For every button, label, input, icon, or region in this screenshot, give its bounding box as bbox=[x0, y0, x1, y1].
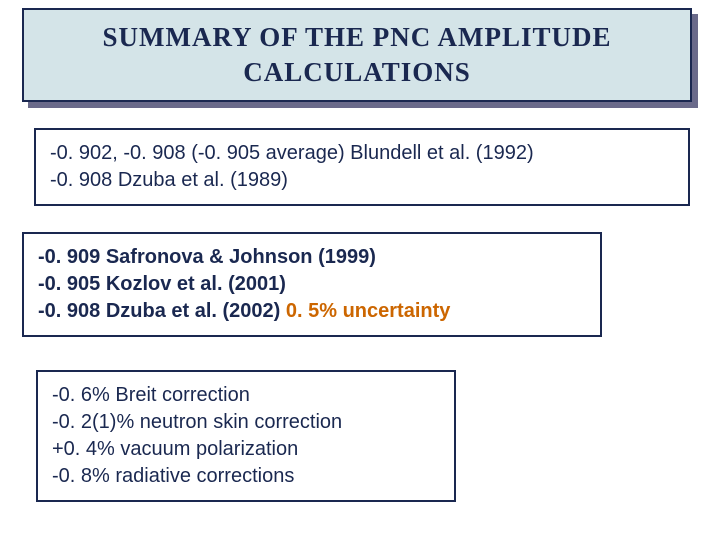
corrections-box: -0. 6% Breit correction -0. 2(1)% neutro… bbox=[36, 370, 456, 502]
uncertainty-text: 0. 5% uncertainty bbox=[286, 300, 451, 322]
box3-line3: +0. 4% vacuum polarization bbox=[52, 436, 440, 463]
box2-line2: -0. 905 Kozlov et al. (2001) bbox=[38, 271, 586, 298]
box3-line4: -0. 8% radiative corrections bbox=[52, 463, 440, 490]
page-title: Summary of the PNC amplitude calculation… bbox=[24, 20, 690, 90]
title-box: Summary of the PNC amplitude calculation… bbox=[22, 8, 692, 102]
box2-line1: -0. 909 Safronova & Johnson (1999) bbox=[38, 244, 586, 271]
box2-line3a: -0. 908 Dzuba et al. (2002) bbox=[38, 300, 286, 322]
box1-line2: -0. 908 Dzuba et al. (1989) bbox=[50, 167, 674, 194]
box3-line2: -0. 2(1)% neutron skin correction bbox=[52, 409, 440, 436]
box3-line1: -0. 6% Breit correction bbox=[52, 382, 440, 409]
box2-line3: -0. 908 Dzuba et al. (2002) 0. 5% uncert… bbox=[38, 298, 586, 325]
box1-line1: -0. 902, -0. 908 (-0. 905 average) Blund… bbox=[50, 140, 674, 167]
results-box-1: -0. 902, -0. 908 (-0. 905 average) Blund… bbox=[34, 128, 690, 206]
results-box-2: -0. 909 Safronova & Johnson (1999) -0. 9… bbox=[22, 232, 602, 337]
